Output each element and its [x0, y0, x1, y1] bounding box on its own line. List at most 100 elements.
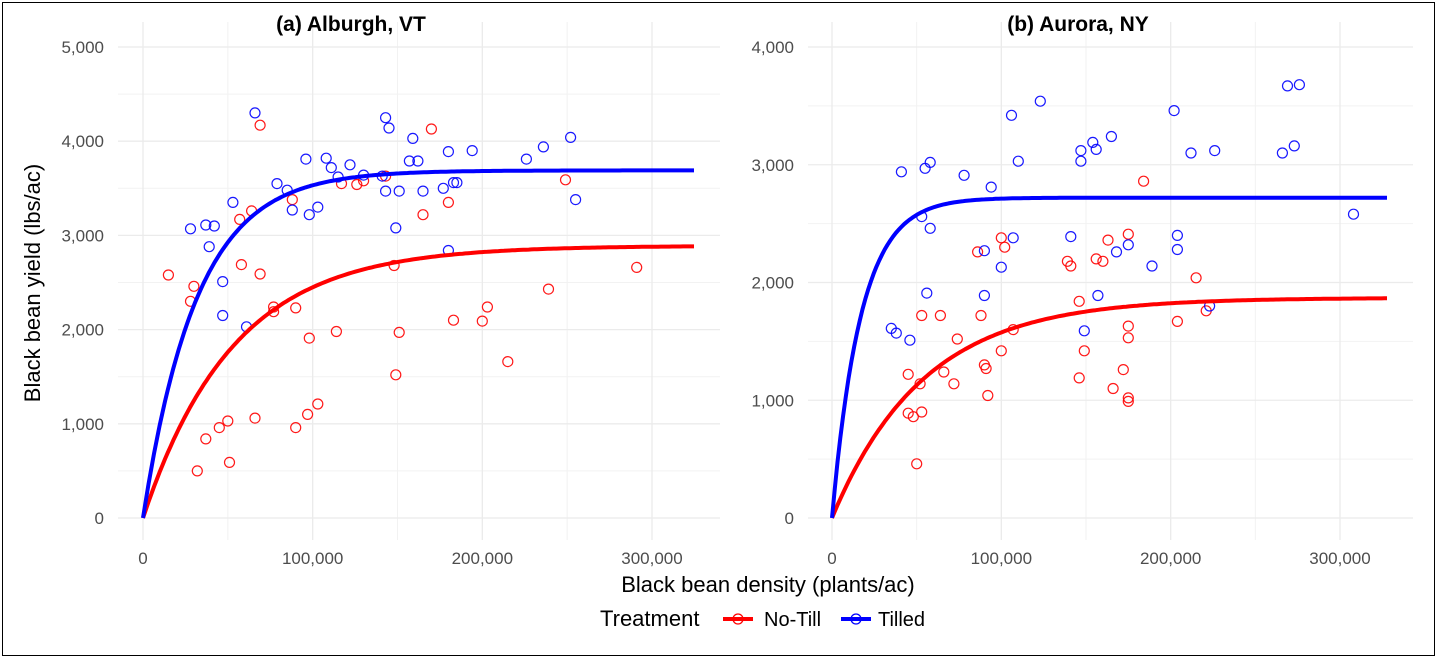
data-point-tilled — [564, 131, 577, 143]
data-point-no-till — [1122, 228, 1134, 240]
data-point-tilled — [286, 204, 298, 216]
data-point-no-till — [351, 178, 363, 191]
data-point-tilled — [1075, 145, 1087, 157]
data-point-no-till — [1122, 320, 1134, 332]
y-tick-label: 0 — [785, 509, 794, 528]
data-point-tilled — [1168, 104, 1180, 117]
y-tick-label: 2,000 — [751, 274, 794, 293]
data-point-tilled — [1005, 109, 1018, 121]
x-tick-label: 100,000 — [282, 549, 343, 568]
data-point-no-till — [934, 309, 947, 322]
data-point-no-till — [234, 213, 246, 225]
panel-title-alburgh: (a) Alburgh, VT — [276, 13, 426, 36]
x-tick-label: 200,000 — [1140, 549, 1201, 568]
data-point-tilled — [442, 146, 454, 158]
data-point-no-till — [481, 301, 493, 313]
data-point-no-till — [1073, 295, 1085, 307]
data-point-no-till — [502, 356, 514, 368]
data-point-no-till — [916, 406, 928, 418]
data-point-no-till — [1122, 395, 1134, 407]
data-point-tilled — [890, 327, 902, 339]
data-point-no-till — [286, 194, 298, 206]
data-point-tilled — [895, 166, 908, 178]
data-point-no-till — [938, 366, 950, 378]
y-tick-label: 4,000 — [751, 38, 794, 57]
data-point-no-till — [393, 326, 405, 338]
data-point-tilled — [451, 177, 463, 189]
data-point-no-till — [390, 369, 402, 381]
data-point-tilled — [447, 177, 460, 189]
data-point-tilled — [1092, 289, 1104, 302]
data-point-tilled — [537, 141, 550, 153]
data-point-tilled — [1281, 80, 1294, 92]
data-point-no-till — [254, 119, 266, 131]
data-point-no-till — [559, 174, 572, 186]
y-axis-label: Black bean yield (lbs/ac) — [20, 164, 45, 402]
data-point-no-till — [1117, 364, 1129, 376]
data-point-tilled — [380, 112, 392, 124]
data-point-no-till — [982, 389, 994, 402]
data-point-no-till — [200, 433, 212, 445]
data-point-no-till — [254, 268, 266, 280]
data-point-no-till — [907, 411, 919, 423]
data-point-no-till — [312, 398, 324, 410]
x-tick-label: 200,000 — [452, 549, 513, 568]
data-point-no-till — [1073, 372, 1085, 384]
data-point-no-till — [1065, 260, 1077, 272]
data-point-no-till — [213, 422, 225, 434]
data-point-tilled — [978, 289, 991, 302]
legend-label-tilled: Tilled — [878, 609, 925, 631]
data-point-tilled — [1090, 143, 1102, 155]
data-point-no-till — [1107, 382, 1119, 395]
data-point-tilled — [320, 152, 332, 164]
data-point-tilled — [924, 222, 936, 234]
data-point-tilled — [417, 185, 429, 197]
data-point-tilled — [1087, 136, 1099, 148]
data-point-no-till — [914, 378, 926, 390]
data-point-tilled — [921, 287, 933, 299]
data-point-tilled — [271, 178, 283, 190]
panel-title-aurora: (b) Aurora, NY — [1007, 13, 1149, 36]
data-point-tilled — [1209, 145, 1221, 157]
y-tick-label: 1,000 — [751, 391, 794, 410]
legend-key-point-no-till — [732, 613, 744, 625]
data-point-no-till — [995, 345, 1007, 357]
data-point-no-till — [290, 422, 302, 434]
data-point-tilled — [1007, 232, 1019, 244]
legend-item-tilled: Tilled — [841, 609, 925, 631]
data-point-no-till — [330, 325, 342, 338]
data-point-tilled — [403, 155, 415, 167]
data-point-no-till — [999, 241, 1011, 253]
data-point-no-till — [447, 314, 460, 326]
y-tick-label: 0 — [95, 509, 104, 528]
legend-key-point-tilled — [850, 613, 862, 625]
data-point-no-till — [911, 458, 923, 470]
data-point-no-till — [975, 309, 987, 322]
x-tick-label: 300,000 — [1309, 549, 1370, 568]
data-point-no-till — [188, 280, 200, 292]
data-point-no-till — [902, 368, 914, 380]
y-tick-label: 4,000 — [61, 132, 104, 151]
data-point-no-till — [417, 209, 429, 221]
x-axis-label: Black bean density (plants/ac) — [621, 572, 915, 597]
data-point-tilled — [520, 153, 533, 165]
data-point-tilled — [1171, 243, 1184, 256]
data-point-tilled — [1065, 231, 1077, 243]
data-point-no-till — [442, 196, 454, 208]
data-point-tilled — [203, 241, 215, 253]
fit-curve-tilled — [141, 168, 694, 519]
data-point-no-till — [1090, 253, 1102, 265]
data-point-no-till — [425, 123, 437, 135]
data-point-tilled — [1034, 95, 1046, 107]
data-point-tilled — [466, 145, 478, 157]
data-point-tilled — [1171, 229, 1184, 241]
data-point-no-till — [971, 246, 984, 258]
y-tick-label: 5,000 — [61, 38, 104, 57]
data-point-tilled — [200, 219, 212, 231]
data-point-no-till — [302, 408, 314, 420]
data-point-tilled — [1105, 130, 1118, 143]
data-point-no-till — [951, 333, 963, 345]
data-point-tilled — [217, 276, 229, 288]
